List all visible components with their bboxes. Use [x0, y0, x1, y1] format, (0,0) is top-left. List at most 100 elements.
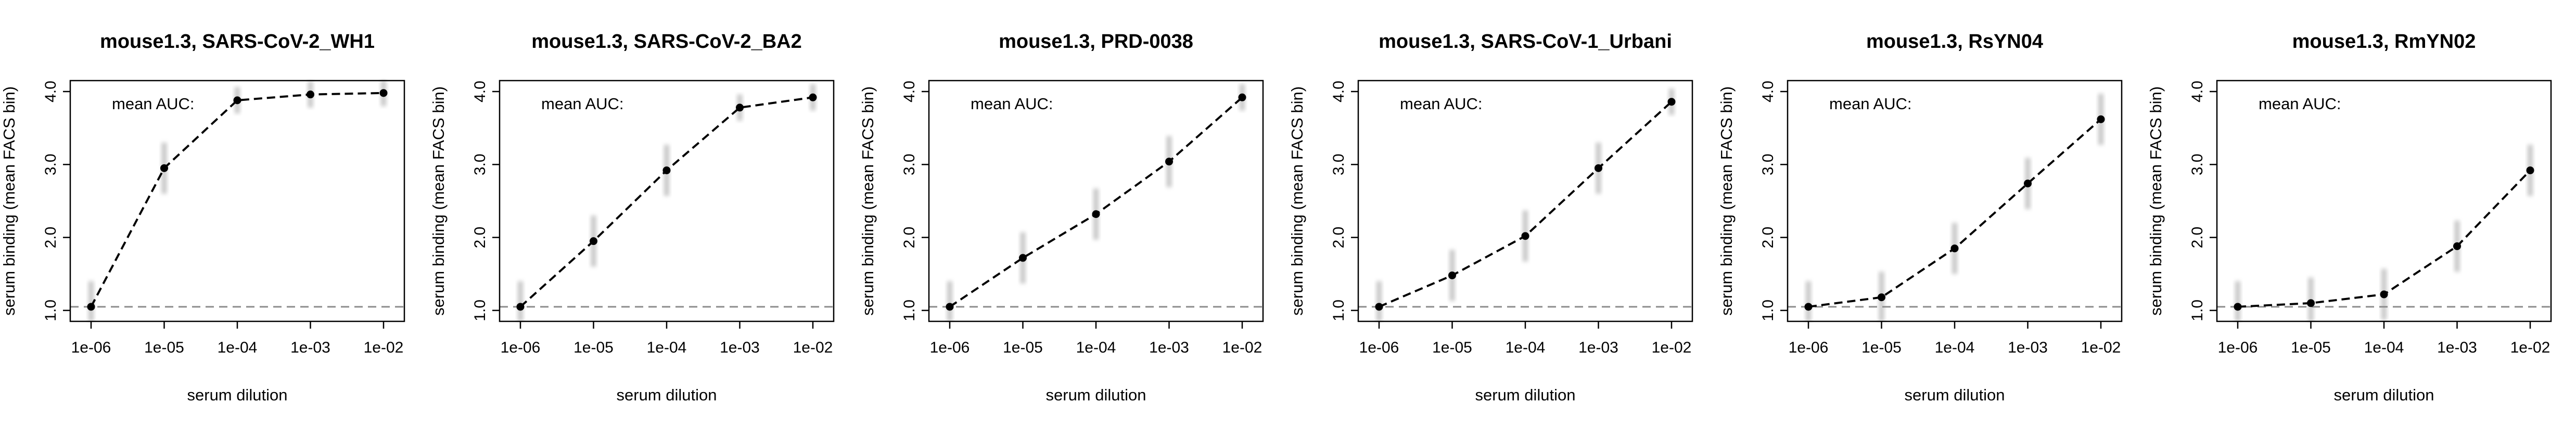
- data-point: [1375, 303, 1383, 311]
- data-point: [2097, 115, 2105, 123]
- y-tick-label: 2.0: [901, 227, 918, 249]
- y-tick-label: 1.0: [1330, 300, 1347, 321]
- y-tick-label: 1.0: [471, 300, 489, 321]
- x-tick-label: 1e-02: [1652, 339, 1692, 356]
- data-point: [1092, 210, 1100, 218]
- data-point: [1667, 98, 1676, 106]
- x-tick-label: 1e-04: [218, 339, 258, 356]
- y-axis-label: serum binding (mean FACS bin): [859, 86, 877, 316]
- chart-title: mouse1.3, SARS-CoV-2_BA2: [531, 31, 802, 53]
- data-point: [662, 166, 671, 175]
- replicate-spread: [1376, 281, 1382, 321]
- mean-auc-label: mean AUC:: [971, 95, 1053, 113]
- x-tick-label: 1e-05: [1432, 339, 1472, 356]
- chart-title: mouse1.3, PRD-0038: [999, 31, 1193, 53]
- x-tick-label: 1e-06: [501, 339, 541, 356]
- data-point: [946, 303, 954, 311]
- data-point: [1448, 271, 1456, 280]
- y-tick-label: 4.0: [1759, 81, 1777, 102]
- y-tick-label: 1.0: [42, 300, 59, 321]
- x-axis-label: serum dilution: [187, 386, 288, 404]
- x-tick-label: 1e-03: [2437, 339, 2477, 356]
- y-tick-label: 4.0: [471, 81, 489, 102]
- mean-auc-label: mean AUC:: [2259, 95, 2341, 113]
- y-tick-label: 2.0: [2189, 227, 2206, 249]
- y-tick-label: 3.0: [901, 153, 918, 175]
- replicate-spread: [2235, 281, 2240, 321]
- chart-panel-5: mouse1.3, RsYN04 mean AUC: 1e-06 1e-05 1e-04…: [1717, 31, 2123, 404]
- x-tick-label: 1e-03: [720, 339, 760, 356]
- y-tick-label: 3.0: [2189, 153, 2206, 175]
- mean-auc-label: mean AUC:: [1829, 95, 1912, 113]
- x-tick-label: 1e-02: [2510, 339, 2551, 356]
- data-point: [809, 93, 817, 101]
- x-axis-label: serum dilution: [1475, 386, 1576, 404]
- y-axis-label: serum binding (mean FACS bin): [1288, 86, 1306, 316]
- y-axis-label: serum binding (mean FACS bin): [1717, 86, 1736, 316]
- y-tick-label: 3.0: [471, 153, 489, 175]
- x-axis-label: serum dilution: [2334, 386, 2434, 404]
- replicate-spread: [1806, 281, 1811, 321]
- x-tick-label: 1e-02: [793, 339, 833, 356]
- data-point: [2380, 290, 2388, 298]
- data-point: [2526, 166, 2534, 175]
- data-point: [2234, 303, 2242, 311]
- y-tick-label: 2.0: [471, 227, 489, 249]
- chart-panel-6: mouse1.3, RmYN02 mean AUC: 1e-06 1e-05 1e-04…: [2147, 31, 2552, 404]
- x-tick-label: 1e-04: [1935, 339, 1975, 356]
- x-tick-label: 1e-06: [2218, 339, 2258, 356]
- chart-title: mouse1.3, RsYN04: [1866, 31, 2043, 53]
- y-tick-label: 3.0: [42, 153, 59, 175]
- replicate-spread: [88, 281, 94, 321]
- data-point: [2307, 299, 2315, 307]
- x-tick-label: 1e-06: [930, 339, 970, 356]
- y-tick-label: 1.0: [901, 300, 918, 321]
- y-tick-label: 1.0: [2189, 300, 2206, 321]
- y-tick-label: 2.0: [42, 227, 59, 249]
- series-line: [90, 92, 384, 307]
- x-axis-label: serum dilution: [1905, 386, 2005, 404]
- x-tick-label: 1e-02: [1222, 339, 1263, 356]
- y-axis-label: serum binding (mean FACS bin): [2147, 86, 2165, 316]
- chart-title: mouse1.3, SARS-CoV-1_Urbani: [1379, 31, 1672, 53]
- data-point: [160, 164, 168, 172]
- x-tick-label: 1e-03: [290, 339, 330, 356]
- chart-panel-3: mouse1.3, PRD-0038 mean AUC: 1e-06 1e-05 1e-…: [859, 31, 1264, 404]
- x-tick-label: 1e-04: [2364, 339, 2404, 356]
- x-tick-label: 1e-05: [573, 339, 614, 356]
- x-tick-label: 1e-05: [144, 339, 184, 356]
- x-tick-label: 1e-03: [1578, 339, 1618, 356]
- data-point: [1950, 244, 1959, 253]
- x-tick-label: 1e-04: [647, 339, 687, 356]
- data-point: [233, 96, 241, 105]
- series-line: [1379, 101, 1673, 308]
- x-tick-label: 1e-06: [71, 339, 111, 356]
- y-tick-label: 3.0: [1759, 153, 1777, 175]
- data-point: [1595, 164, 1602, 172]
- data-point: [1019, 254, 1027, 262]
- chart-title: mouse1.3, SARS-CoV-2_WH1: [100, 31, 375, 53]
- y-tick-label: 4.0: [42, 81, 59, 102]
- data-point: [516, 303, 525, 311]
- x-tick-label: 1e-04: [1076, 339, 1116, 356]
- x-tick-label: 1e-03: [1149, 339, 1189, 356]
- y-axis-label: serum binding (mean FACS bin): [0, 86, 18, 316]
- data-point: [2453, 242, 2461, 250]
- y-tick-label: 4.0: [1330, 81, 1347, 102]
- y-tick-label: 2.0: [1759, 227, 1777, 249]
- x-tick-label: 1e-02: [364, 339, 404, 356]
- x-tick-label: 1e-06: [1789, 339, 1829, 356]
- data-point: [307, 90, 314, 99]
- data-point: [1165, 158, 1173, 166]
- series-line: [519, 96, 813, 308]
- x-tick-label: 1e-05: [1003, 339, 1043, 356]
- x-axis-label: serum dilution: [617, 386, 717, 404]
- mean-auc-label: mean AUC:: [1400, 95, 1483, 113]
- data-point: [87, 303, 95, 311]
- x-tick-label: 1e-02: [2081, 339, 2121, 356]
- data-point: [590, 237, 597, 245]
